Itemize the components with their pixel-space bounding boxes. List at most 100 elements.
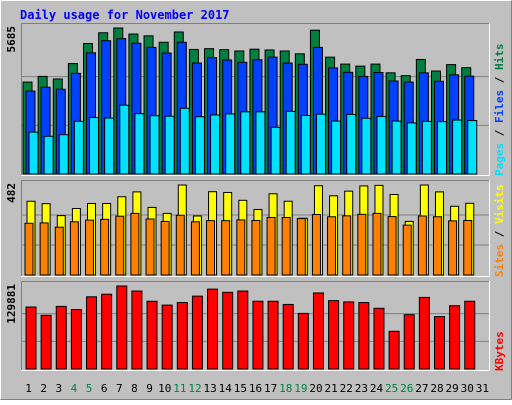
bar-pages <box>421 120 432 175</box>
bar-kbytes <box>312 292 324 370</box>
bar-kbytes <box>55 305 67 370</box>
bar-pages <box>104 117 115 175</box>
bar-kbytes <box>388 330 400 370</box>
legend-sites: Sites <box>493 244 506 277</box>
bar-kbytes <box>328 300 340 370</box>
day-tick: 12 <box>188 382 201 395</box>
bar-sites <box>100 218 110 276</box>
bar-sites <box>251 219 261 276</box>
bar-pages <box>361 117 372 175</box>
legend-files: Files <box>493 90 506 123</box>
bar-pages <box>346 113 357 175</box>
bar-sites <box>372 212 382 276</box>
bar-sites <box>175 214 185 276</box>
bar-pages <box>164 115 175 175</box>
day-tick: 8 <box>131 382 138 395</box>
bar-pages <box>149 115 160 175</box>
day-tick: 24 <box>370 382 384 395</box>
legend-separator: / <box>493 123 506 143</box>
kbytes-legend: KBytes <box>493 331 506 371</box>
day-tick: 9 <box>146 382 153 395</box>
legend-separator: / <box>493 70 506 90</box>
bar-kbytes <box>101 293 113 370</box>
bar-pages <box>436 121 447 175</box>
day-tick: 3 <box>56 382 63 395</box>
bar-sites <box>54 226 64 276</box>
day-tick: 22 <box>340 382 353 395</box>
bar-pages <box>73 120 84 175</box>
bar-sites <box>402 224 412 276</box>
day-tick: 6 <box>101 382 108 395</box>
bar-kbytes <box>267 300 279 370</box>
bar-pages <box>315 113 326 175</box>
bar-pages <box>58 134 69 175</box>
bar-pages <box>119 104 130 175</box>
bar-kbytes <box>161 304 173 370</box>
day-tick: 11 <box>173 382 186 395</box>
bar-sites <box>160 220 170 276</box>
bar-pages <box>406 122 417 175</box>
legend-visits: Visits <box>493 184 506 224</box>
bar-sites <box>296 218 306 276</box>
bar-sites <box>448 220 458 276</box>
bar-kbytes <box>403 314 415 370</box>
bar-kbytes <box>343 301 355 370</box>
bar-kbytes <box>373 307 385 370</box>
day-tick: 7 <box>116 382 123 395</box>
bar-sites <box>432 216 442 276</box>
day-tick: 29 <box>446 382 459 395</box>
bar-sites <box>281 216 291 276</box>
bar-sites <box>311 214 321 276</box>
bar-kbytes <box>176 302 188 370</box>
day-tick: 25 <box>385 382 398 395</box>
kbytes-ymax-label: 129881 <box>5 284 18 324</box>
bar-kbytes <box>116 285 128 370</box>
day-tick: 15 <box>234 382 247 395</box>
bar-kbytes <box>297 312 309 370</box>
bar-sites <box>266 216 276 276</box>
visits-sites-ymax-label: 482 <box>5 183 18 203</box>
bar-kbytes <box>418 296 430 370</box>
bar-pages <box>43 135 54 175</box>
day-tick: 19 <box>294 382 307 395</box>
hits-files-pages-legend: Pages / Files / Hits <box>493 44 506 177</box>
bar-kbytes <box>282 303 294 370</box>
day-tick: 27 <box>415 382 428 395</box>
bar-pages <box>331 120 342 175</box>
legend-separator: / <box>493 224 506 244</box>
bar-kbytes <box>464 300 476 370</box>
bar-sites <box>342 215 352 276</box>
day-tick: 31 <box>476 382 489 395</box>
bar-sites <box>236 219 246 276</box>
bar-kbytes <box>70 309 82 370</box>
day-tick: 16 <box>249 382 262 395</box>
bar-kbytes <box>449 305 461 370</box>
day-tick: 17 <box>264 382 277 395</box>
bar-kbytes <box>237 290 249 370</box>
legend-kbytes: KBytes <box>493 331 506 371</box>
bar-pages <box>179 107 190 175</box>
bar-sites <box>190 221 200 276</box>
bar-sites <box>115 215 125 276</box>
hits-files-pages-ymax-label: 5685 <box>5 26 18 53</box>
bar-sites <box>327 216 337 276</box>
bar-kbytes <box>433 316 445 370</box>
bar-pages <box>134 113 145 175</box>
day-tick: 30 <box>461 382 474 395</box>
bar-kbytes <box>191 295 203 370</box>
bar-kbytes <box>252 300 264 370</box>
day-tick: 1 <box>25 382 32 395</box>
bar-sites <box>24 222 34 276</box>
day-tick: 21 <box>325 382 338 395</box>
bar-pages <box>391 120 402 175</box>
day-tick: 28 <box>430 382 443 395</box>
bar-pages <box>285 110 296 175</box>
bar-kbytes <box>40 314 52 370</box>
bar-pages <box>194 116 205 175</box>
bar-sites <box>69 221 79 276</box>
bar-sites <box>221 220 231 276</box>
bar-pages <box>240 111 251 175</box>
legend-pages: Pages <box>493 143 506 176</box>
